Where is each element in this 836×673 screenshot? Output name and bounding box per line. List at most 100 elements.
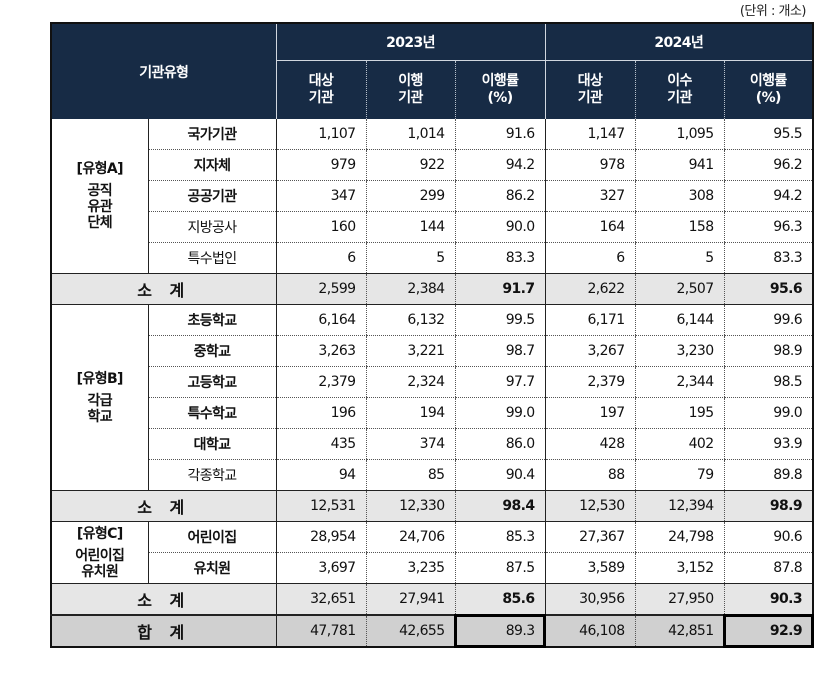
col-header-complied-2023: 이행 기관 [365, 60, 455, 119]
institution-name: 지자체 [147, 149, 276, 181]
table-row: [유형A] 공직 유관 단체 국가기관 1,107 1,014 91.6 1,147 1,095 9… [51, 119, 814, 274]
complied-2023-cell: 3,221 [365, 335, 455, 367]
rate-2023-cell: 89.3 [453, 614, 547, 648]
complied-2023-cell: 42,655 [365, 614, 455, 648]
rate-2023-cell: 90.0 [454, 211, 546, 243]
rate-2024-cell: 96.2 [723, 149, 814, 181]
complied-2023-cell: 85 [365, 459, 455, 491]
rate-2023-cell: 98.4 [454, 490, 546, 522]
group-label: [유형A] 공직 유관 단체 [51, 119, 148, 274]
table-row: 중학교 3,263 3,221 98.7 3,267 3,230 98.9 [51, 335, 814, 367]
rate-2023-cell: 91.6 [454, 119, 546, 150]
completed-2024-cell: 79 [634, 459, 725, 491]
group-label-line: 유치원 [81, 563, 119, 580]
group-label-line: 단체 [87, 215, 113, 231]
complied-2023-cell: 922 [365, 149, 455, 181]
complied-2023-cell: 6,132 [365, 304, 455, 336]
target-2023-cell: 3,697 [275, 552, 366, 584]
completed-2024-cell: 2,507 [634, 273, 725, 305]
table-row: 고등학교 2,379 2,324 97.7 2,379 2,344 98.5 [51, 366, 814, 398]
completed-2024-cell: 27,950 [634, 583, 725, 616]
subtotal-label: 소 계 [51, 273, 276, 305]
complied-2023-cell: 3,235 [365, 552, 455, 584]
rate-2024-cell: 96.3 [723, 211, 814, 243]
complied-2023-cell: 2,324 [365, 366, 455, 398]
completed-2024-cell: 12,394 [634, 490, 725, 522]
group-label-line: 유관 [87, 199, 113, 215]
target-2023-cell: 6,164 [275, 304, 366, 336]
complied-2023-cell: 5 [365, 242, 455, 274]
table-row: [유형B] 각급 학교 초등학교 6,164 6,132 99.5 6,171 6,144 99.… [51, 304, 814, 491]
institution-name: 공공기관 [147, 180, 276, 212]
target-2024-cell: 1,147 [544, 119, 636, 150]
target-2024-cell: 428 [544, 428, 636, 460]
completed-2024-cell: 1,095 [634, 119, 725, 150]
rate-2023-cell: 98.7 [454, 335, 546, 367]
target-2024-cell: 2,622 [544, 273, 636, 305]
institution-name: 각종학교 [147, 459, 276, 491]
rate-2023-cell: 86.0 [454, 428, 546, 460]
target-2023-cell: 12,531 [275, 490, 366, 522]
institution-name: 특수학교 [147, 397, 276, 429]
completed-2024-cell: 941 [634, 149, 725, 181]
complied-2023-cell: 12,330 [365, 490, 455, 522]
rate-2024-cell: 90.3 [723, 583, 814, 616]
institution-compliance-table: 기관유형 2023년 2024년 대상 기관 이행 기관 이행률 (%) 대상 기관 이… [50, 22, 815, 648]
target-2024-cell: 2,379 [544, 366, 636, 398]
complied-2023-cell: 2,384 [365, 273, 455, 305]
col-header-rate-2024: 이행률 (%) [723, 60, 814, 119]
rate-2024-cell: 95.6 [723, 273, 814, 305]
table-row: 유치원 3,697 3,235 87.5 3,589 3,152 87.8 [51, 552, 814, 584]
subtotal-row: 소 계 12,531 12,330 98.4 12,530 12,394 98.9 [51, 490, 814, 522]
target-2024-cell: 12,530 [544, 490, 636, 522]
completed-2024-cell: 3,230 [634, 335, 725, 367]
group-label-line: [유형A] [76, 161, 124, 177]
rate-2024-cell: 92.9 [723, 614, 815, 648]
institution-name: 어린이집 [147, 521, 276, 553]
target-2024-cell: 88 [544, 459, 636, 491]
col-header-rate-2023: 이행률 (%) [454, 60, 546, 119]
table-row: 특수학교 196 194 99.0 197 195 99.0 [51, 397, 814, 429]
institution-name: 중학교 [147, 335, 276, 367]
group-label-line: 공직 [87, 183, 113, 199]
institution-name: 초등학교 [147, 304, 276, 336]
type-column-header: 기관유형 [51, 23, 276, 119]
target-2024-cell: 6 [544, 242, 636, 274]
complied-2023-cell: 27,941 [365, 583, 455, 616]
target-2024-cell: 327 [544, 180, 636, 212]
target-2023-cell: 1,107 [275, 119, 366, 150]
year-header-2023: 2023년 [275, 23, 546, 61]
col-header-target-2024: 대상 기관 [544, 60, 636, 119]
rate-2023-cell: 97.7 [454, 366, 546, 398]
col-header-completed-2024: 이수 기관 [634, 60, 725, 119]
complied-2023-cell: 194 [365, 397, 455, 429]
rate-2024-cell: 90.6 [723, 521, 814, 553]
rate-2024-cell: 83.3 [723, 242, 814, 274]
rate-2023-cell: 90.4 [454, 459, 546, 491]
rate-2024-cell: 99.6 [723, 304, 814, 336]
completed-2024-cell: 158 [634, 211, 725, 243]
total-row: 합 계 47,781 42,655 89.3 46,108 42,851 92.9 [51, 614, 815, 648]
group-label-line: [유형C] [76, 525, 123, 542]
complied-2023-cell: 24,706 [365, 521, 455, 553]
subtotal-row: 소 계 32,651 27,941 85.6 30,956 27,950 90.3 [51, 583, 814, 616]
target-2023-cell: 3,263 [275, 335, 366, 367]
complied-2023-cell: 144 [365, 211, 455, 243]
rate-2024-cell: 95.5 [723, 119, 814, 150]
completed-2024-cell: 5 [634, 242, 725, 274]
rate-2023-cell: 99.0 [454, 397, 546, 429]
rate-2024-cell: 98.5 [723, 366, 814, 398]
institution-name: 유치원 [147, 552, 276, 584]
institution-name: 특수법인 [147, 242, 276, 274]
unit-label: (단위 : 개소) [739, 4, 807, 19]
rate-2023-cell: 94.2 [454, 149, 546, 181]
target-2024-cell: 3,267 [544, 335, 636, 367]
target-2023-cell: 32,651 [275, 583, 366, 616]
table-row: 지자체 979 922 94.2 978 941 96.2 [51, 149, 814, 181]
complied-2023-cell: 299 [365, 180, 455, 212]
institution-name: 국가기관 [147, 119, 276, 150]
target-2023-cell: 160 [275, 211, 366, 243]
target-2024-cell: 197 [544, 397, 636, 429]
target-2024-cell: 978 [544, 149, 636, 181]
subtotal-row: 소 계 2,599 2,384 91.7 2,622 2,507 95.6 [51, 273, 814, 305]
